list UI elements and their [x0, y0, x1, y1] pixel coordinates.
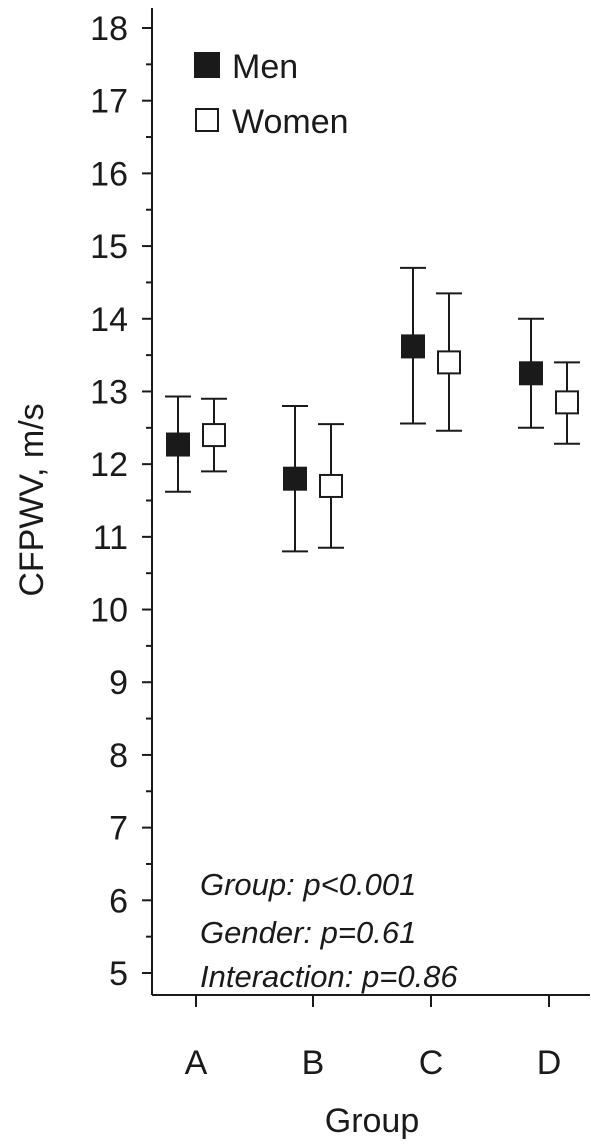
marker-men [519, 361, 543, 386]
point-group-men-d [518, 317, 544, 429]
point-group-women-a [201, 397, 227, 473]
x-tick-label-c: C [419, 1044, 444, 1082]
marker-women [202, 423, 226, 448]
marker-men [166, 432, 190, 457]
stats-annotations: Group: p<0.001 Gender: p=0.61 Interactio… [200, 867, 458, 994]
point-group-women-d [554, 361, 580, 445]
legend-label-women: Women [232, 103, 349, 141]
x-tick-label-a: A [185, 1044, 208, 1082]
marker-men [283, 466, 307, 491]
y-tick-label: 8 [109, 737, 128, 775]
y-tick-label: 13 [90, 373, 128, 411]
marker-men [401, 334, 425, 359]
y-tick-label: 15 [90, 228, 128, 266]
y-tick-label: 9 [109, 664, 128, 702]
y-tick-label: 11 [93, 519, 128, 557]
x-axis: A B C D [152, 994, 590, 1082]
legend-label-men: Men [232, 48, 298, 86]
legend: Men Women [194, 48, 349, 141]
marker-women [319, 473, 343, 498]
point-group-men-b [282, 405, 308, 553]
annotation-interaction: Interaction: p=0.86 [200, 959, 458, 994]
y-tick-label: 16 [90, 155, 128, 193]
legend-swatch-women [195, 108, 219, 132]
legend-swatch-men [194, 52, 220, 78]
y-tick-label: 7 [109, 810, 128, 848]
y-axis: 5 6 7 8 9 10 11 12 13 14 15 16 17 18 [90, 8, 153, 995]
point-group-men-c [400, 266, 426, 425]
y-tick-label: 14 [90, 301, 128, 339]
point-group-men-a [165, 395, 191, 493]
x-tick-label-d: D [537, 1044, 562, 1082]
annotation-gender: Gender: p=0.61 [200, 915, 416, 950]
plot-series [165, 266, 580, 553]
y-tick-label: 12 [90, 446, 128, 484]
y-tick-label: 10 [90, 592, 128, 630]
marker-women [437, 350, 461, 375]
x-tick-label-b: B [302, 1044, 325, 1082]
point-group-women-c [436, 292, 462, 432]
annotation-group: Group: p<0.001 [200, 867, 416, 902]
x-axis-title: Group [325, 1102, 420, 1140]
point-group-women-b [318, 423, 344, 549]
y-tick-label: 18 [90, 10, 128, 48]
y-tick-label: 6 [109, 882, 128, 920]
marker-women [555, 390, 579, 415]
y-tick-label: 17 [90, 83, 128, 121]
y-tick-label: 5 [109, 955, 128, 993]
y-axis-title: CFPWV, m/s [13, 403, 51, 596]
